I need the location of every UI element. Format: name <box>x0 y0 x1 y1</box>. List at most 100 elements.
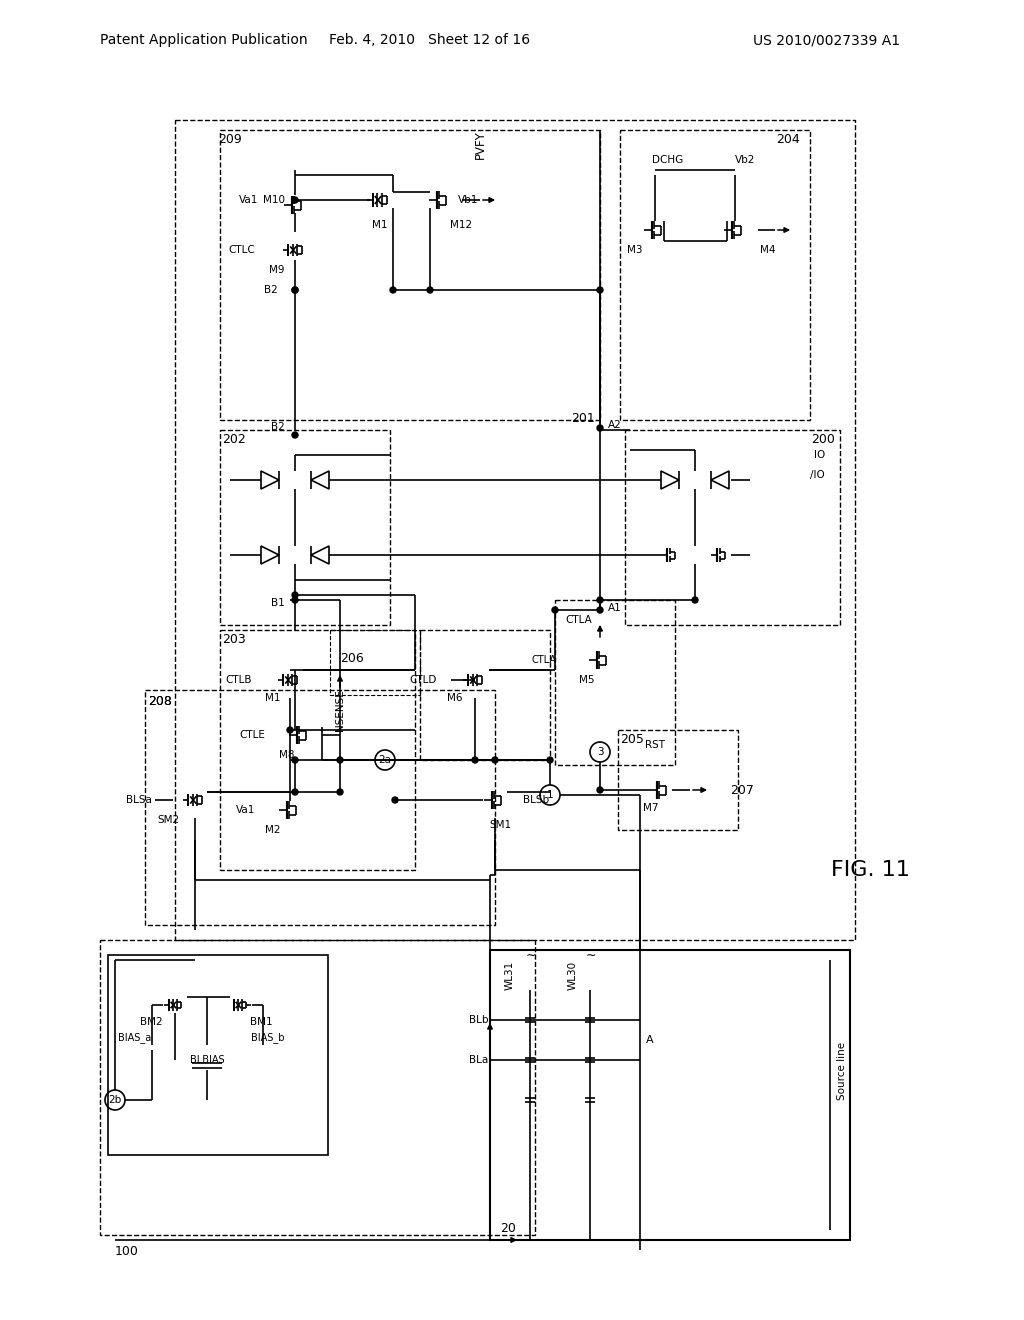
Text: Patent Application Publication: Patent Application Publication <box>100 33 307 48</box>
Text: M1: M1 <box>373 220 388 230</box>
Text: 202: 202 <box>222 433 246 446</box>
Text: 208: 208 <box>148 696 172 708</box>
Circle shape <box>547 756 553 763</box>
Text: 3: 3 <box>597 747 603 756</box>
Text: CTLA: CTLA <box>532 655 557 665</box>
Circle shape <box>337 789 343 795</box>
Text: FIG. 11: FIG. 11 <box>830 861 909 880</box>
Text: 201: 201 <box>571 412 595 425</box>
Text: 2b: 2b <box>109 1096 122 1105</box>
Bar <box>220 129 600 420</box>
Circle shape <box>597 607 603 612</box>
Text: Vb1: Vb1 <box>458 195 478 205</box>
Text: RST: RST <box>645 741 665 750</box>
Bar <box>330 630 420 696</box>
Text: Vb2: Vb2 <box>735 154 755 165</box>
Text: M7: M7 <box>642 803 658 813</box>
Circle shape <box>692 597 698 603</box>
Circle shape <box>337 756 343 763</box>
Text: B1: B1 <box>271 598 285 609</box>
Text: 204: 204 <box>776 133 800 147</box>
Bar <box>108 954 328 1155</box>
Text: CTLC: CTLC <box>228 246 255 255</box>
Circle shape <box>427 286 433 293</box>
Bar <box>490 950 850 1239</box>
Circle shape <box>292 789 298 795</box>
Text: BIAS_a: BIAS_a <box>119 1032 152 1043</box>
Bar <box>220 430 390 624</box>
Text: 203: 203 <box>222 634 246 645</box>
Bar <box>420 630 550 760</box>
Bar <box>175 120 855 940</box>
Bar <box>555 601 675 766</box>
Text: BM1: BM1 <box>250 1016 272 1027</box>
Text: Va1: Va1 <box>239 195 258 205</box>
Text: BLa: BLa <box>469 1055 488 1065</box>
Text: 206: 206 <box>340 652 364 664</box>
Circle shape <box>292 597 298 603</box>
Text: M10: M10 <box>263 195 285 205</box>
Text: M8: M8 <box>280 750 295 760</box>
Circle shape <box>292 286 298 293</box>
Text: M4: M4 <box>760 246 775 255</box>
Text: 207: 207 <box>730 784 754 796</box>
Text: 1: 1 <box>547 789 553 800</box>
Text: A: A <box>646 1035 653 1045</box>
Bar <box>220 630 415 870</box>
Text: US 2010/0027339 A1: US 2010/0027339 A1 <box>753 33 900 48</box>
Text: M5: M5 <box>580 675 595 685</box>
Text: PVFY: PVFY <box>473 131 486 160</box>
Text: /IO: /IO <box>810 470 825 480</box>
Text: M9: M9 <box>269 265 285 275</box>
Text: B2: B2 <box>271 422 285 432</box>
Bar <box>618 730 738 830</box>
Text: M6: M6 <box>447 693 463 704</box>
Text: NSENSE: NSENSE <box>335 689 345 731</box>
Text: 208: 208 <box>148 696 172 708</box>
Text: CTLB: CTLB <box>225 675 252 685</box>
Text: 200: 200 <box>811 433 835 446</box>
Text: BLSb: BLSb <box>523 795 549 805</box>
Circle shape <box>292 286 298 293</box>
Text: WL30: WL30 <box>568 961 578 990</box>
Text: BLBIAS: BLBIAS <box>189 1055 224 1065</box>
Text: 20: 20 <box>500 1222 516 1236</box>
Circle shape <box>552 607 558 612</box>
Circle shape <box>597 787 603 793</box>
Text: M2: M2 <box>264 825 280 836</box>
Text: B2: B2 <box>264 285 278 294</box>
Text: ∼: ∼ <box>525 949 537 961</box>
Text: A2: A2 <box>608 420 622 430</box>
Text: IO: IO <box>814 450 825 459</box>
Circle shape <box>292 197 298 203</box>
Text: DCHG: DCHG <box>652 154 684 165</box>
Bar <box>100 940 535 1236</box>
Text: CTLA: CTLA <box>565 615 592 624</box>
Circle shape <box>492 756 498 763</box>
Text: Feb. 4, 2010   Sheet 12 of 16: Feb. 4, 2010 Sheet 12 of 16 <box>330 33 530 48</box>
Text: 100: 100 <box>115 1245 139 1258</box>
Text: A1: A1 <box>608 603 622 612</box>
Text: ∼: ∼ <box>586 949 596 961</box>
Circle shape <box>292 756 298 763</box>
Text: BIAS_b: BIAS_b <box>251 1032 285 1043</box>
Text: BM2: BM2 <box>140 1016 163 1027</box>
Text: BLb: BLb <box>469 1015 488 1026</box>
Circle shape <box>597 597 603 603</box>
Text: 205: 205 <box>620 733 644 746</box>
Text: M1: M1 <box>264 693 280 704</box>
Text: BLSa: BLSa <box>126 795 152 805</box>
Bar <box>620 129 810 420</box>
Bar <box>625 430 840 624</box>
Text: M12: M12 <box>450 220 472 230</box>
Circle shape <box>392 797 398 803</box>
Text: CTLD: CTLD <box>410 675 437 685</box>
Circle shape <box>597 425 603 432</box>
Text: WL31: WL31 <box>505 961 515 990</box>
Text: 209: 209 <box>218 133 242 147</box>
Text: Source line: Source line <box>837 1041 847 1100</box>
Text: Va1: Va1 <box>236 805 255 814</box>
Circle shape <box>287 727 293 733</box>
Text: 2a: 2a <box>379 755 391 766</box>
Circle shape <box>597 286 603 293</box>
